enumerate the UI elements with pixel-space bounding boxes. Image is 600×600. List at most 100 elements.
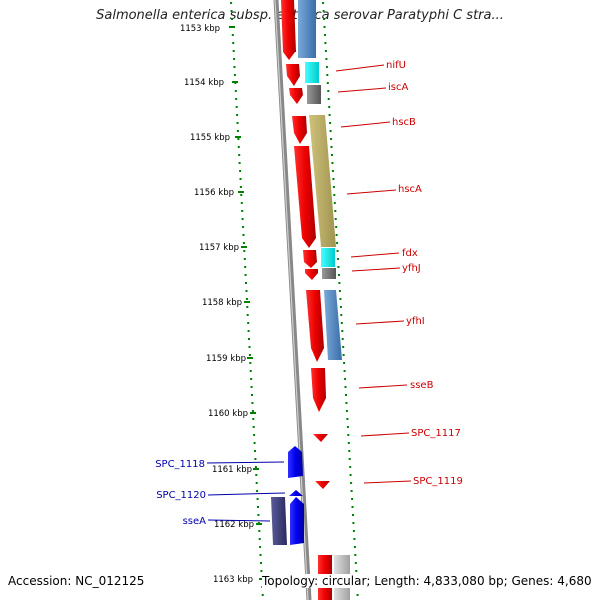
ruler-track-right (322, 2, 359, 596)
ruler-dot (251, 410, 254, 412)
ruler-dot (233, 74, 236, 76)
cog-block (298, 0, 316, 58)
ruler-dot (334, 218, 337, 220)
ruler-dot (240, 194, 243, 196)
ruler-dot (231, 18, 233, 20)
ruler-dot (261, 594, 264, 596)
ruler-dot (344, 378, 347, 380)
ruler-dot (231, 34, 234, 36)
ruler-dot (237, 138, 240, 140)
ruler-label: 1161 kbp (212, 465, 252, 475)
ruler-dot (348, 450, 351, 452)
gene-arrow-sseB (311, 368, 326, 412)
gene-label-sseA: sseA (183, 516, 207, 527)
ruler-tick-1159: 1159 kbp (206, 354, 253, 364)
gene-label-yfhJ: yfhJ (402, 263, 421, 274)
ruler-dot (243, 258, 246, 260)
gene-label-SPC_1119: SPC_1119 (413, 476, 463, 487)
ruler-dot (328, 114, 331, 116)
ruler-tick-1155: 1155 kbp (190, 133, 241, 143)
ruler-tick-1162: 1162 kbp (214, 520, 262, 530)
ruler-tick-1153: 1153 kbp (180, 24, 235, 34)
ruler-dot (346, 426, 349, 428)
ruler-dot (238, 162, 241, 164)
ruler-dot (333, 194, 336, 196)
ruler-dot (247, 322, 250, 324)
ruler-dot (248, 346, 251, 348)
ruler-dot (260, 562, 262, 564)
ruler-dot (343, 362, 346, 364)
cog-block (305, 62, 319, 83)
forward-labels: nifU iscA hscB hscA fdx yfhJ yfhI sseB S… (335, 60, 463, 487)
ruler-dot (334, 210, 337, 212)
ruler-dot (326, 74, 329, 76)
gene-label-SPC_1120: SPC_1120 (156, 490, 206, 501)
ruler-dot (328, 106, 331, 108)
ruler-dot (346, 418, 349, 420)
ruler-dot (331, 170, 334, 172)
ruler-dot (246, 314, 249, 316)
ruler-label: 1155 kbp (190, 133, 230, 143)
ruler-dot (258, 530, 261, 532)
ruler-dot (255, 474, 258, 476)
ruler-dot (245, 298, 248, 300)
ruler-label: 1154 kbp (184, 78, 224, 88)
ruler-dot (244, 266, 247, 268)
ruler-dot (331, 162, 334, 164)
ruler-dot (322, 10, 325, 12)
ruler-dot (340, 322, 343, 324)
ruler-dot (341, 330, 344, 332)
ruler-dot (233, 66, 236, 68)
ruler-dot (250, 386, 253, 388)
ruler-dot (253, 434, 256, 436)
gene-label-yfhI: yfhI (406, 316, 425, 327)
ruler-dot (237, 146, 240, 148)
ruler-dot (335, 234, 338, 236)
ruler-dot (324, 34, 326, 36)
ruler-dot (246, 306, 249, 308)
ruler-dot (351, 506, 354, 508)
gene-arrow-yfhI (306, 290, 324, 362)
ruler-dot (322, 2, 325, 4)
gene-label-SPC_1118: SPC_1118 (155, 459, 205, 470)
ruler-dot (340, 314, 343, 316)
ruler-tick-1154: 1154 kbp (184, 78, 238, 88)
ruler-label: 1158 kbp (202, 298, 242, 308)
ruler-dot (354, 554, 357, 556)
ruler-dot (259, 554, 262, 556)
ruler-dot (257, 506, 259, 508)
ruler-dot (348, 458, 351, 460)
gene-arrow-hscB (292, 116, 307, 144)
ruler-dot (254, 466, 257, 468)
genome-summary-text: Topology: circular; Length: 4,833,080 bp… (262, 574, 592, 588)
ruler-dot (324, 42, 327, 44)
ruler-dot (248, 338, 250, 340)
ruler-dot (245, 290, 248, 292)
gene-label-iscA: iscA (388, 82, 408, 93)
ruler-dot (323, 26, 326, 28)
ruler-dot (324, 50, 327, 52)
ruler-dot (250, 378, 253, 380)
ruler-dot (255, 482, 258, 484)
ruler-tick-1163: 1163 kbp (213, 575, 265, 585)
ruler-dot (338, 282, 341, 284)
ruler-dot (244, 274, 247, 276)
ruler-dot (327, 90, 330, 92)
ruler-tick-1156: 1156 kbp (194, 188, 244, 198)
gene-label-sseB: sseB (410, 380, 434, 391)
cog-block (307, 85, 321, 104)
ruler-dot (236, 130, 239, 132)
ruler-dot (339, 306, 342, 308)
gene-arrow-nifU (286, 64, 300, 86)
ruler: 1153 kbp 1154 kbp 1155 kbp 1156 kbp 1157… (180, 24, 265, 585)
ruler-tick-1158: 1158 kbp (202, 298, 250, 308)
ruler-dot (343, 370, 346, 372)
ruler-dot (323, 18, 326, 20)
gene-label-hscA: hscA (398, 184, 422, 195)
ruler-dot (325, 66, 328, 68)
ruler-label: 1157 kbp (199, 243, 239, 253)
ruler-tick-1161: 1161 kbp (212, 465, 259, 475)
ruler-dot (239, 170, 242, 172)
gene-arrow-hscA (294, 146, 316, 248)
gene-arrow-SPC_1118 (288, 446, 303, 478)
